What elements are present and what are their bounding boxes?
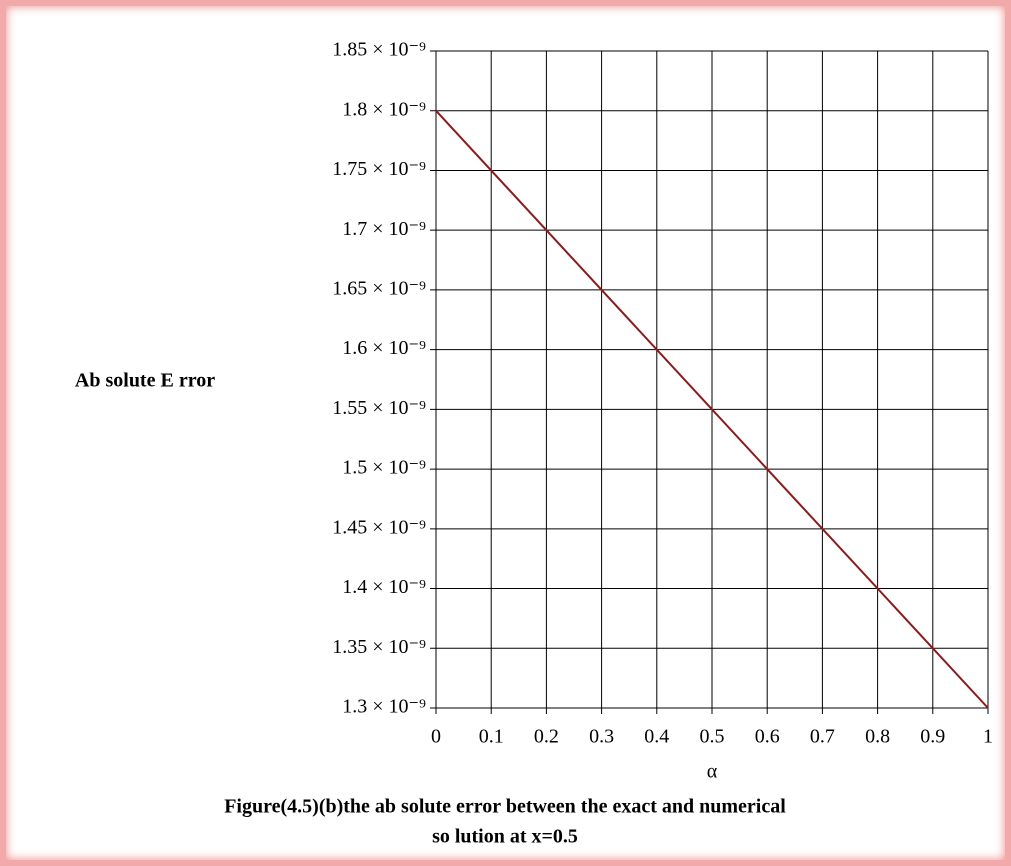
x-tick-label: 0 (431, 726, 441, 748)
x-tick-label: 0.2 (534, 726, 559, 748)
y-tick-label: 1.8 × 10⁻⁹ (342, 98, 426, 120)
x-tick-label: 0.1 (479, 726, 504, 748)
y-tick-label: 1.55 × 10⁻⁹ (332, 397, 426, 419)
x-axis-label: α (707, 761, 718, 783)
x-tick-label: 0.6 (755, 726, 780, 748)
caption: so lution at x=0.5 (432, 826, 578, 848)
y-tick-label: 1.75 × 10⁻⁹ (332, 158, 426, 180)
y-tick-label: 1.35 × 10⁻⁹ (332, 636, 426, 658)
y-axis-label: Ab solute E rror (75, 370, 215, 392)
data-line (435, 110, 989, 709)
x-tick-label: 0.7 (810, 726, 835, 748)
caption: Figure(4.5)(b)the ab solute error betwee… (224, 796, 786, 818)
x-tick-label: 0.5 (700, 726, 725, 748)
x-tick-label: 0.9 (920, 726, 945, 748)
y-tick-label: 1.4 × 10⁻⁹ (342, 576, 426, 598)
x-tick-label: 0.4 (644, 726, 669, 748)
y-tick-label: 1.65 × 10⁻⁹ (332, 278, 426, 300)
y-tick-label: 1.7 × 10⁻⁹ (342, 218, 426, 240)
x-tick-label: 0.8 (865, 726, 890, 748)
x-tick-label: 0.3 (589, 726, 614, 748)
x-tick-label: 1 (983, 726, 993, 748)
y-tick-label: 1.85 × 10⁻⁹ (332, 39, 426, 61)
y-tick-label: 1.45 × 10⁻⁹ (332, 516, 426, 538)
y-tick-label: 1.5 × 10⁻⁹ (342, 457, 426, 479)
y-tick-label: 1.3 × 10⁻⁹ (342, 696, 426, 718)
y-tick-label: 1.6 × 10⁻⁹ (342, 337, 426, 359)
